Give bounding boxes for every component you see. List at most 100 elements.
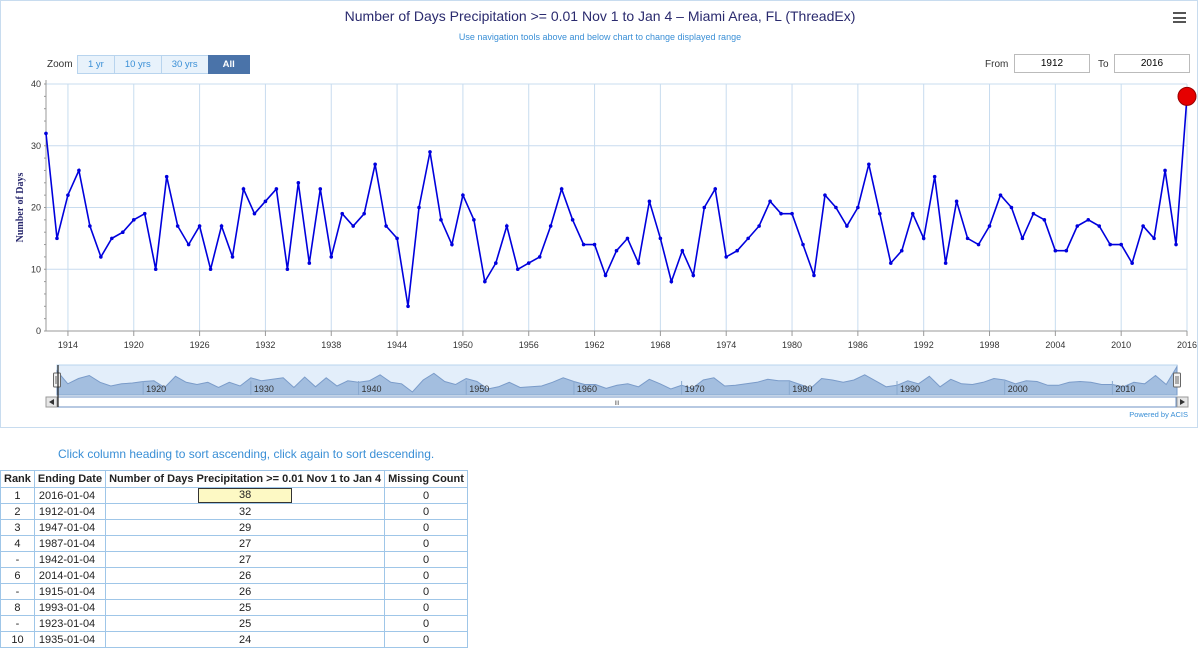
table-row: -1942-01-04 27 0 xyxy=(0,551,468,568)
y-tick-label: 30 xyxy=(31,141,41,151)
navigator-tick-label: 1950 xyxy=(469,384,489,394)
cell-rank: 4 xyxy=(0,535,35,552)
data-point xyxy=(450,242,454,247)
cell-precip-days: 32 xyxy=(105,503,386,520)
y-tick-label: 10 xyxy=(31,264,41,274)
x-tick-label: 1998 xyxy=(980,340,1000,350)
data-point xyxy=(779,211,783,216)
data-point xyxy=(219,224,224,228)
cell-precip-days: 27 xyxy=(105,551,386,568)
data-point xyxy=(845,224,849,228)
data-point xyxy=(131,218,136,222)
column-precip-days[interactable]: Number of Days Precipitation >= 0.01 Nov… xyxy=(105,470,386,488)
zoom-label: Zoom xyxy=(47,59,73,70)
cell-ending-date: 1923-01-04 xyxy=(33,615,107,632)
cell-missing-count: 0 xyxy=(384,551,468,568)
cell-missing-count: 0 xyxy=(384,615,468,632)
hamburger-menu-icon[interactable] xyxy=(1173,12,1186,23)
from-year-input[interactable] xyxy=(1014,54,1090,73)
data-point xyxy=(812,273,816,278)
from-label: From xyxy=(985,59,1009,70)
zoom-30yrs-button[interactable]: 30 yrs xyxy=(160,55,209,74)
sort-hint: Click column heading to sort ascending, … xyxy=(58,447,435,461)
table-row: 8 1993-01-04 25 0 xyxy=(0,599,468,616)
navigator-tick-label: 1970 xyxy=(685,384,705,394)
data-point xyxy=(1163,168,1167,173)
to-year-input[interactable] xyxy=(1114,54,1190,73)
chart-subtitle: Use navigation tools above and below cha… xyxy=(458,32,742,42)
navigator-left-handle[interactable] xyxy=(53,372,61,388)
zoom-all-button[interactable]: All xyxy=(207,55,250,74)
data-point xyxy=(504,224,509,228)
data-point xyxy=(483,279,487,284)
data-point xyxy=(263,199,268,204)
range-navigator[interactable]: 1920 1930 1940 1950 1960 1970 1980 1990 2000 2010… xyxy=(0,0,1200,430)
ranking-table: Rank Ending Date Number of Days Precipit… xyxy=(0,470,468,648)
x-tick-label: 1932 xyxy=(255,340,275,350)
cell-missing-count: 0 xyxy=(384,631,468,648)
data-point xyxy=(724,255,729,259)
data-point xyxy=(318,187,323,191)
data-point xyxy=(834,205,838,210)
chevron-right-icon xyxy=(1180,399,1185,405)
data-point xyxy=(1174,242,1178,247)
data-point xyxy=(1097,224,1102,228)
navigator-right-handle[interactable] xyxy=(1173,372,1181,388)
cell-rank: 1 xyxy=(0,487,35,504)
data-point xyxy=(878,211,882,216)
data-point xyxy=(175,224,180,228)
column-rank[interactable]: Rank xyxy=(0,470,35,488)
x-tick-label: 1950 xyxy=(453,340,473,350)
cell-ending-date: 1912-01-04 xyxy=(33,503,107,520)
data-point xyxy=(537,255,542,259)
data-point xyxy=(1075,224,1080,228)
x-tick-label: 2010 xyxy=(1111,340,1131,350)
data-point xyxy=(1031,211,1036,216)
x-tick-label: 1938 xyxy=(321,340,341,350)
data-point xyxy=(603,273,608,278)
cell-ending-date: 1987-01-04 xyxy=(33,535,107,552)
cell-missing-count: 0 xyxy=(384,535,468,552)
cell-precip-days: 27 xyxy=(105,535,386,552)
data-point xyxy=(186,242,191,247)
cell-ending-date: 1947-01-04 xyxy=(33,519,107,536)
cell-rank: 2 xyxy=(0,503,35,520)
column-ending-date[interactable]: Ending Date xyxy=(33,470,107,488)
cell-rank: 3 xyxy=(0,519,35,536)
navigator-tick-label: 2000 xyxy=(1008,384,1028,394)
data-point xyxy=(307,261,312,265)
data-point xyxy=(241,187,246,191)
x-tick-label: 1914 xyxy=(58,340,78,350)
cell-rank: 8 xyxy=(0,599,35,616)
navigator-tick-label: 1930 xyxy=(254,384,274,394)
data-point xyxy=(461,193,465,197)
cell-rank: - xyxy=(0,583,35,600)
navigator-tick-label: 1980 xyxy=(792,384,812,394)
data-point xyxy=(888,261,893,265)
data-point xyxy=(208,267,213,272)
data-point xyxy=(406,304,410,309)
column-missing-count[interactable]: Missing Count xyxy=(384,470,468,488)
data-point xyxy=(548,224,553,228)
data-point xyxy=(746,236,750,241)
cell-missing-count: 0 xyxy=(384,487,468,504)
data-point xyxy=(142,211,147,216)
cell-missing-count: 0 xyxy=(384,599,468,616)
data-point xyxy=(592,242,597,247)
chart-title: Number of Days Precipitation >= 0.01 Nov… xyxy=(344,8,856,24)
x-tick-label: 1974 xyxy=(716,340,736,350)
data-point xyxy=(329,255,334,259)
data-point xyxy=(110,236,114,241)
data-point xyxy=(77,168,81,173)
data-point xyxy=(867,162,871,167)
cell-missing-count: 0 xyxy=(384,583,468,600)
powered-by-credit[interactable]: Powered by ACIS xyxy=(1129,410,1188,419)
cell-missing-count: 0 xyxy=(384,567,468,584)
zoom-1yr-button[interactable]: 1 yr xyxy=(77,55,115,74)
main-chart: 1914 1920 1926 1932 1938 1944 1950 1956 1962 1968… xyxy=(15,79,1197,350)
y-tick-label: 40 xyxy=(31,79,41,89)
data-point xyxy=(55,236,59,241)
data-point xyxy=(1042,218,1047,222)
cell-ending-date: 2016-01-04 xyxy=(33,487,107,504)
zoom-10yrs-button[interactable]: 10 yrs xyxy=(113,55,162,74)
